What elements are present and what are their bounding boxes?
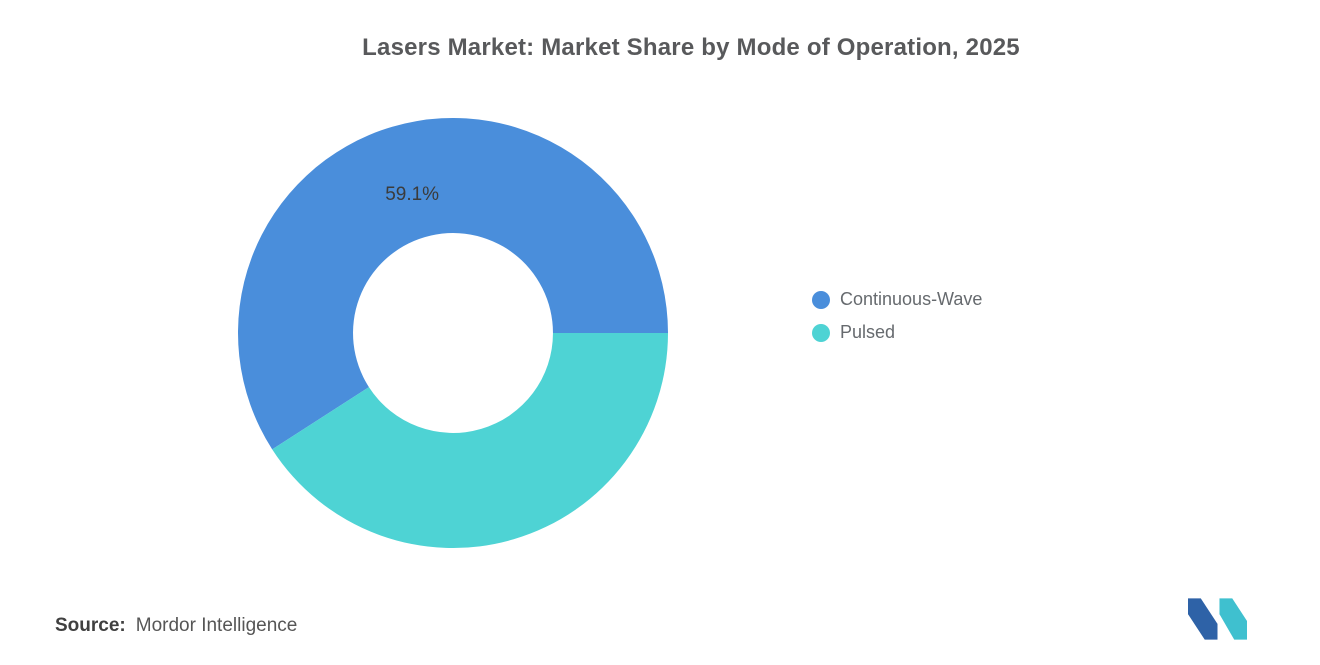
source-text: Mordor Intelligence bbox=[135, 615, 298, 636]
legend-label-continuous-wave: Continuous-Wave bbox=[840, 289, 983, 309]
logo-left-shape bbox=[1188, 598, 1218, 640]
logo-right-shape bbox=[1219, 598, 1247, 640]
source-line: Source: Mordor Intelligence bbox=[55, 615, 297, 637]
source-prefix: Source: bbox=[55, 615, 126, 636]
chart-title: Lasers Market: Market Share by Mode of O… bbox=[362, 34, 1020, 61]
data-label-continuous-wave: 59.1% bbox=[385, 184, 439, 205]
legend-marker-icon bbox=[812, 323, 830, 342]
donut-svg[interactable]: 59.1% bbox=[237, 117, 668, 548]
donut-slice-continuous-wave[interactable] bbox=[237, 117, 668, 450]
legend-marker-icon bbox=[812, 290, 830, 309]
legend: Continuous-Wave Pulsed bbox=[812, 283, 982, 349]
donut-slice-pulsed[interactable] bbox=[272, 333, 668, 548]
legend-item-continuous-wave[interactable]: Continuous-Wave bbox=[812, 283, 982, 316]
mordor-intelligence-logo bbox=[1188, 598, 1247, 640]
legend-label-pulsed: Pulsed bbox=[840, 322, 896, 342]
donut-chart: 59.1% bbox=[237, 117, 668, 548]
legend-item-pulsed[interactable]: Pulsed bbox=[812, 316, 982, 349]
